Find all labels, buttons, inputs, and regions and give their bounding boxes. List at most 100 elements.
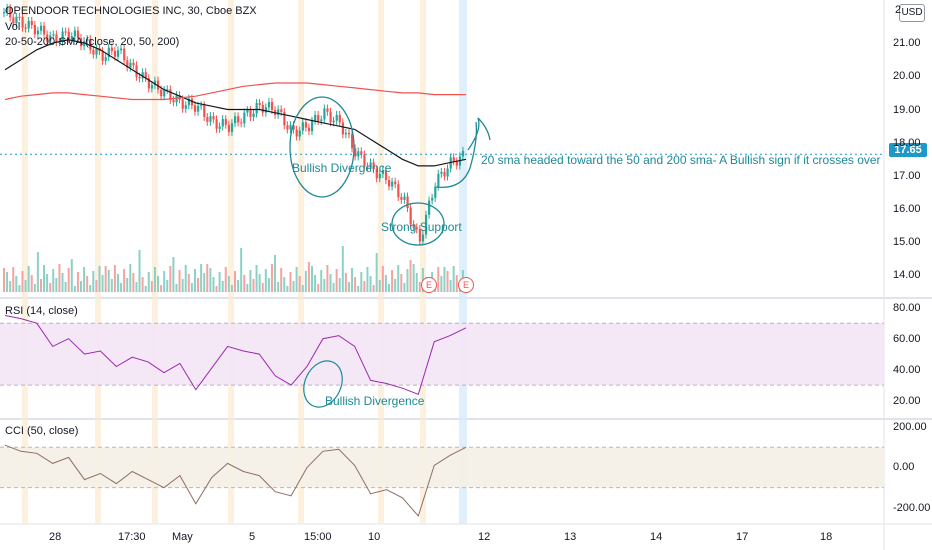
candle-body (360, 151, 363, 155)
volume-bar (409, 260, 412, 292)
candle-body (218, 126, 221, 129)
volume-bar (264, 269, 267, 292)
volume-bar (218, 272, 221, 292)
candle-body (443, 171, 446, 177)
volume-bar (286, 286, 289, 292)
volume-bar (18, 285, 21, 292)
candle-body (317, 114, 320, 122)
volume-bar (304, 271, 307, 292)
candle-body (323, 108, 326, 120)
candle-body (354, 148, 357, 157)
volume-bar (246, 284, 249, 292)
candle-body (409, 208, 412, 225)
candle-body (326, 108, 329, 112)
volume-bar (144, 286, 147, 292)
volume-bar (200, 264, 203, 292)
volume-bar (153, 267, 156, 292)
candle-body (403, 196, 406, 200)
volume-bar (452, 266, 455, 292)
volume-bar (203, 273, 206, 292)
price-tick-label: 17.00 (893, 169, 921, 182)
volume-bar (138, 250, 141, 292)
candle-body (197, 105, 200, 112)
candle-body (86, 38, 89, 41)
volume-bar (132, 273, 135, 292)
candle-body (369, 162, 372, 168)
candle-body (292, 125, 295, 130)
price-tick-label: 15.00 (893, 236, 921, 249)
volume-bar (3, 268, 5, 292)
candle-body (344, 132, 348, 135)
volume-bar (412, 264, 415, 292)
volume-bar (227, 276, 230, 292)
candle-body (76, 30, 80, 39)
candle-body (221, 119, 224, 127)
candle-body (270, 102, 274, 111)
cci-tick-label: 0.00 (893, 461, 915, 474)
currency-button[interactable]: USD (899, 4, 925, 22)
volume-bar (221, 281, 224, 292)
volume-bar (443, 267, 446, 292)
candle-body (120, 48, 123, 51)
volume-bar (332, 283, 335, 292)
volume-bar (33, 284, 36, 292)
candle-body (341, 122, 344, 135)
candle-body (3, 12, 6, 14)
candle-body (280, 109, 283, 112)
volume-bar (9, 281, 12, 292)
candle-body (67, 31, 70, 39)
volume-bar (116, 274, 119, 292)
time-tick-label: 12 (478, 531, 491, 543)
volume-bar (215, 286, 218, 292)
sma-200-line (4, 82, 466, 101)
candle-body (107, 47, 110, 58)
cci-line (4, 444, 467, 518)
session-highlight-6 (420, 0, 426, 524)
candle-body (400, 197, 403, 200)
candle-body (18, 16, 21, 18)
volume-bar (289, 272, 292, 292)
candle-body (184, 105, 187, 109)
candle-body (178, 95, 181, 100)
earnings-marker-1[interactable]: E (421, 277, 437, 293)
candle-body (388, 180, 391, 187)
price-tick-label: 14.00 (893, 269, 921, 282)
rsi-line (4, 315, 467, 395)
volume-bar (338, 278, 341, 292)
candle-body (357, 151, 360, 157)
volume-bar (120, 283, 123, 292)
candle-body (129, 62, 132, 68)
volume-bar (21, 271, 24, 292)
candle-body (147, 78, 150, 89)
volume-bar (36, 252, 39, 292)
volume-bar (347, 282, 350, 292)
volume-bar (197, 278, 200, 292)
candle-body (378, 173, 381, 179)
earnings-marker-2[interactable]: E (458, 277, 474, 293)
candle-body (33, 24, 36, 35)
candle-body (141, 72, 144, 79)
volume-bar (249, 270, 252, 292)
candle-body (267, 102, 271, 108)
volume-bar (73, 286, 76, 292)
volume-bar (101, 275, 104, 292)
candle-body (249, 110, 252, 118)
volume-bar (181, 279, 184, 292)
candle-body (304, 122, 308, 128)
price-tick-label: 21.00 (893, 37, 921, 50)
candle-body (311, 120, 314, 132)
volume-bar (261, 283, 264, 292)
volume-bar (166, 280, 169, 292)
candle-body (261, 105, 264, 113)
volume-bar (378, 280, 381, 292)
candle-body (21, 16, 24, 28)
volume-bar (30, 275, 33, 292)
volume-bar (113, 265, 116, 292)
price-tick-label: 16.00 (893, 203, 921, 216)
volume-bar (301, 285, 304, 292)
volume-bar (172, 257, 175, 292)
time-tick-label: 17 (736, 531, 749, 543)
candle-body (27, 20, 30, 29)
candle-body (135, 65, 138, 77)
